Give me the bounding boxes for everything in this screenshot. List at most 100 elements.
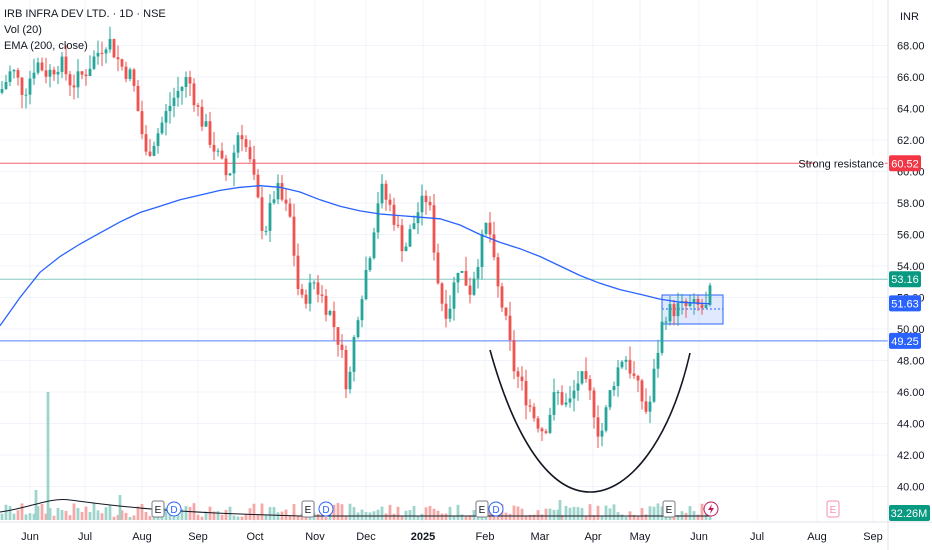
- candle-body: [516, 371, 520, 377]
- earnings-marker[interactable]: [151, 500, 165, 518]
- volume-bar: [584, 516, 588, 520]
- time-axis[interactable]: Jun Jul Aug Sep Oct Nov Dec 2025 Feb Mar Apr May Jun…: [0, 521, 932, 543]
- candle-body: [168, 105, 172, 112]
- volume-bar: [28, 513, 32, 520]
- volume-bar: [552, 509, 556, 520]
- candle-body: [544, 431, 548, 433]
- volume-bar: [428, 505, 432, 520]
- price-tick-label: 64.00: [897, 104, 925, 116]
- volume-bar: [508, 514, 512, 520]
- candle-body: [480, 233, 484, 268]
- price-tick-label: 40.00: [897, 482, 925, 494]
- earnings-marker-letter: E: [479, 505, 486, 516]
- volume-bar: [204, 511, 208, 520]
- time-tick-label: Apr: [584, 531, 601, 543]
- candle-body: [492, 234, 496, 258]
- candle-body: [344, 349, 348, 390]
- line-label: Strong resistance: [798, 158, 884, 170]
- price-tick-label: 48.00: [897, 356, 925, 368]
- dividend-marker[interactable]: [318, 501, 334, 517]
- candle-body: [160, 122, 164, 134]
- candle-body: [96, 52, 100, 57]
- candle-body: [584, 371, 588, 380]
- candle-body: [60, 56, 64, 72]
- candle-body: [52, 69, 56, 75]
- volume-bar: [144, 511, 148, 520]
- candle-body: [348, 371, 352, 390]
- candle-body: [412, 223, 416, 230]
- symbol-title[interactable]: IRB INFRA DEV LTD. · 1D · NSE: [4, 8, 166, 20]
- candle-body: [108, 39, 112, 50]
- time-tick-label: Jun: [21, 531, 39, 543]
- volume-bar: [528, 514, 532, 520]
- dividend-marker[interactable]: [166, 501, 182, 517]
- volume-bar: [88, 511, 92, 520]
- candle-body: [704, 304, 708, 308]
- candle-body: [464, 270, 468, 286]
- candle-body: [124, 66, 128, 79]
- volume-bar: [432, 508, 436, 520]
- candle-body: [204, 121, 208, 127]
- earnings-marker[interactable]: [826, 500, 840, 518]
- candle-body: [416, 212, 420, 224]
- price-tick-label: 46.00: [897, 387, 925, 399]
- volume-bar: [660, 506, 664, 520]
- candle-body: [572, 390, 576, 399]
- volume-tag-text: 32.26M: [891, 508, 928, 520]
- time-tick-label: Mar: [531, 531, 550, 543]
- candle-body: [428, 202, 432, 206]
- volume-bar: [300, 513, 304, 520]
- volume-bar: [416, 515, 420, 520]
- volume-bar: [100, 513, 104, 520]
- candle-body: [20, 77, 24, 95]
- volume-bar: [64, 510, 68, 520]
- price-labels: 60.52 53.16 51.63 49.25 32.26M: [889, 155, 930, 521]
- ema-indicator-label[interactable]: EMA (200, close): [4, 40, 88, 52]
- volume-bar: [512, 505, 516, 520]
- candle-body: [644, 401, 648, 412]
- candle-body: [340, 344, 344, 350]
- volume-bar: [80, 511, 84, 520]
- volume-bar: [548, 508, 552, 520]
- candle-body: [496, 257, 500, 287]
- volume-bar: [460, 514, 464, 520]
- volume-bar: [392, 513, 396, 520]
- candle-body: [652, 368, 656, 402]
- volume-bar: [648, 506, 652, 520]
- candle-body: [424, 195, 428, 203]
- volume-bar: [108, 505, 112, 520]
- candle-body: [212, 144, 216, 152]
- volume-bar: [396, 506, 400, 520]
- dividend-marker[interactable]: [488, 501, 504, 517]
- candle-body: [512, 340, 516, 372]
- volume-bar: [244, 513, 248, 520]
- candle-body: [476, 267, 480, 279]
- volume-bar: [592, 515, 596, 520]
- earnings-marker[interactable]: [475, 500, 489, 518]
- candle-body: [28, 78, 32, 95]
- time-tick-label: Sep: [863, 531, 883, 543]
- candle-body: [524, 380, 528, 406]
- price-tick-label: 68.00: [897, 41, 925, 53]
- candle-body: [396, 224, 400, 226]
- candle-body: [668, 304, 672, 322]
- earnings-marker[interactable]: [301, 500, 315, 518]
- candle-body: [600, 430, 604, 437]
- candle-body: [400, 225, 404, 252]
- candle-body: [588, 379, 592, 391]
- earnings-marker-letter: E: [666, 505, 673, 516]
- volume-bar: [76, 508, 80, 520]
- earnings-marker[interactable]: [662, 500, 676, 518]
- time-tick-label: Dec: [356, 531, 376, 543]
- candle-body: [252, 159, 256, 175]
- time-tick-label: Jul: [78, 531, 92, 543]
- volume-bar: [468, 515, 472, 520]
- volume-bar: [12, 513, 16, 520]
- candle-body: [700, 304, 704, 308]
- volume-indicator-label[interactable]: Vol (20): [4, 24, 42, 36]
- volume-bar: [272, 507, 276, 520]
- candle-body: [76, 71, 80, 88]
- candle-body: [292, 216, 296, 256]
- price-tick-label: 62.00: [897, 135, 925, 147]
